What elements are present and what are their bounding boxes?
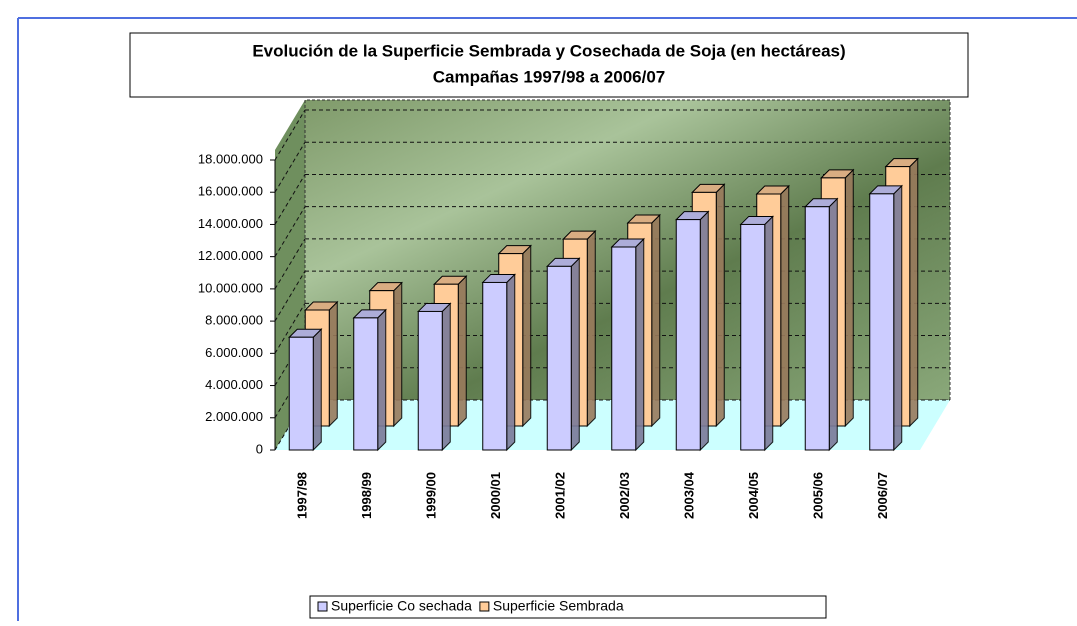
bar-side xyxy=(781,186,789,426)
legend-label: Superficie Co sechada xyxy=(331,598,472,614)
bar-side xyxy=(652,215,660,426)
bar xyxy=(741,224,765,450)
bar xyxy=(289,337,313,450)
x-tick-label: 1999/00 xyxy=(424,472,439,519)
legend-label: Superficie Sembrada xyxy=(493,598,624,614)
bar-side xyxy=(313,329,321,450)
bar-side xyxy=(636,239,644,450)
x-tick-label: 2001/02 xyxy=(553,472,568,519)
bar-side xyxy=(523,246,531,426)
bar-side xyxy=(329,302,337,426)
bar xyxy=(547,266,571,450)
bar xyxy=(354,318,378,450)
bar-side xyxy=(507,274,515,450)
y-tick-label: 16.000.000 xyxy=(198,184,263,199)
bar xyxy=(870,194,894,450)
y-tick-label: 0 xyxy=(256,441,263,456)
bar xyxy=(483,282,507,450)
y-tick-label: 8.000.000 xyxy=(205,313,263,328)
y-tick-label: 6.000.000 xyxy=(205,345,263,360)
x-tick-label: 2002/03 xyxy=(617,472,632,519)
y-tick-label: 10.000.000 xyxy=(198,280,263,295)
bar-side xyxy=(845,170,853,426)
bar-side xyxy=(458,276,466,426)
bar-side xyxy=(700,212,708,450)
y-tick-label: 2.000.000 xyxy=(205,409,263,424)
legend-swatch xyxy=(318,602,327,611)
x-tick-label: 2000/01 xyxy=(488,472,503,519)
y-tick-label: 14.000.000 xyxy=(198,216,263,231)
plot: 0 2.000.000 4.000.000 6.000.000 8.000.000 10.… xyxy=(198,100,950,600)
bar-side xyxy=(716,184,724,426)
bar-side xyxy=(442,303,450,450)
x-tick-label: 1997/98 xyxy=(295,472,310,519)
chart-title: Evolución de la Superficie Sembrada y Co… xyxy=(252,41,845,60)
bar-side xyxy=(894,186,902,450)
bar-side xyxy=(910,159,918,426)
chart: Evolución de la Superficie Sembrada y Co… xyxy=(0,0,1077,621)
y-tick-label: 12.000.000 xyxy=(198,248,263,263)
chart-subtitle: Campañas 1997/98 a 2006/07 xyxy=(433,67,666,86)
x-tick-label: 1998/99 xyxy=(359,472,374,519)
bar-side xyxy=(394,283,402,426)
y-tick-label: 18.000.000 xyxy=(198,151,263,166)
bar-side xyxy=(378,310,386,450)
bar xyxy=(805,207,829,450)
bar xyxy=(612,247,636,450)
bar-side xyxy=(829,199,837,450)
bar-side xyxy=(765,216,773,450)
legend-swatch xyxy=(480,602,489,611)
bar-side xyxy=(587,231,595,426)
x-tick-label: 2004/05 xyxy=(746,472,761,519)
bar-side xyxy=(571,258,579,450)
bar xyxy=(418,311,442,450)
x-tick-label: 2005/06 xyxy=(811,472,826,519)
x-tick-label: 2006/07 xyxy=(875,472,890,519)
x-tick-label: 2003/04 xyxy=(682,471,697,519)
bar xyxy=(676,220,700,450)
y-tick-label: 4.000.000 xyxy=(205,377,263,392)
